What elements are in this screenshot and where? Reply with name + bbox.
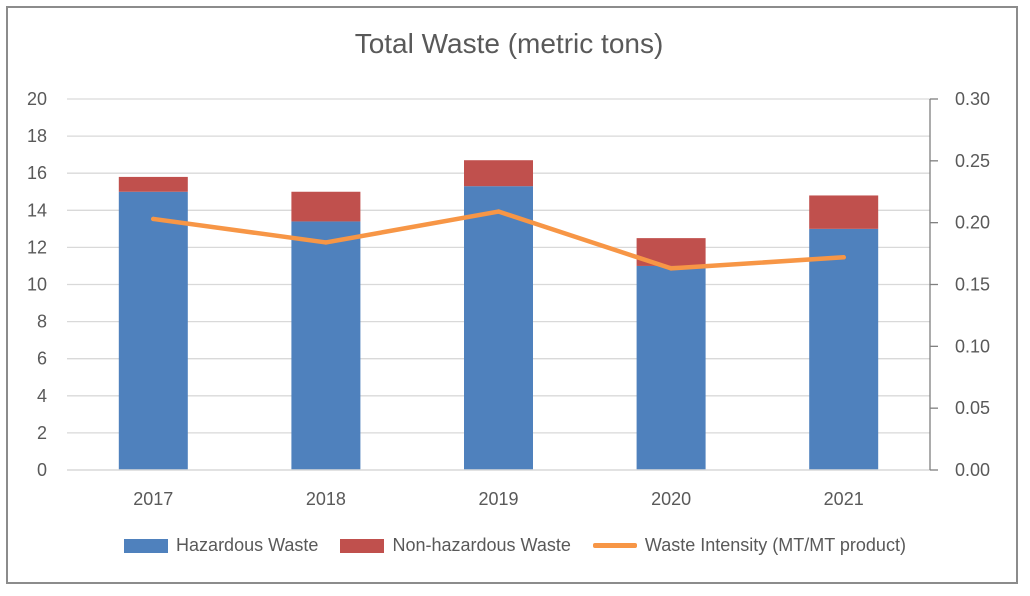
y-tick-label: 0 xyxy=(37,460,47,480)
axes xyxy=(67,98,938,471)
x-tick-label: 2021 xyxy=(824,489,864,509)
bar-non-hazardous xyxy=(464,160,533,187)
y-tick-label: 4 xyxy=(37,386,47,406)
bar-hazardous xyxy=(464,186,533,470)
bar-non-hazardous xyxy=(809,195,879,229)
bar-non-hazardous xyxy=(291,191,361,222)
legend-item-hazardous: Hazardous Waste xyxy=(124,535,318,556)
chart-title: Total Waste (metric tons) xyxy=(354,28,664,59)
y2-tick-label: 0.25 xyxy=(955,151,990,171)
y2-tick-label: 0.30 xyxy=(955,89,990,109)
bar-non-hazardous xyxy=(118,176,188,192)
tick-labels: 0 2 4 6 8 10 12 14 16 18 20 0.00 0.05 0.10 0.15 0.20 0.2… xyxy=(27,89,990,509)
y2-tick-label: 0.15 xyxy=(955,275,990,295)
legend-item-intensity: Waste Intensity (MT/MT product) xyxy=(592,535,906,556)
y2-tick-label: 0.10 xyxy=(955,336,990,356)
y-tick-label: 8 xyxy=(37,312,47,332)
intensity-point xyxy=(323,240,329,245)
y-tick-label: 16 xyxy=(27,163,47,183)
bars xyxy=(118,160,879,470)
x-tick-label: 2019 xyxy=(478,489,518,509)
y2-tick-label: 0.20 xyxy=(955,213,990,233)
legend-swatch-non-hazardous xyxy=(340,538,385,553)
legend-swatch-intensity xyxy=(592,543,637,548)
legend: Hazardous Waste Non-hazardous Waste Wast… xyxy=(0,535,1030,556)
legend-label-intensity: Waste Intensity (MT/MT product) xyxy=(644,535,906,555)
intensity-point xyxy=(151,216,156,222)
intensity-line-group xyxy=(151,209,846,271)
legend-item-non-hazardous: Non-hazardous Waste xyxy=(340,535,571,556)
intensity-point xyxy=(496,209,501,214)
bar-hazardous xyxy=(809,228,879,470)
y-tick-label: 14 xyxy=(27,200,47,220)
y2-tick-label: 0.05 xyxy=(955,398,990,418)
y-tick-label: 2 xyxy=(37,423,47,443)
y-tick-label: 6 xyxy=(37,349,47,369)
y-tick-label: 12 xyxy=(27,237,47,257)
y-tick-label: 20 xyxy=(27,89,47,109)
legend-swatch-hazardous xyxy=(124,538,169,553)
legend-label-non-hazardous: Non-hazardous Waste xyxy=(392,535,571,555)
bar-hazardous xyxy=(636,265,706,470)
x-tick-label: 2020 xyxy=(651,489,691,509)
y-tick-label: 10 xyxy=(27,275,47,295)
intensity-point xyxy=(841,255,846,260)
bar-hazardous xyxy=(291,221,361,470)
x-tick-label: 2017 xyxy=(133,489,173,509)
x-tick-label: 2018 xyxy=(306,489,346,509)
legend-label-hazardous: Hazardous Waste xyxy=(176,535,319,555)
y-tick-label: 18 xyxy=(27,126,47,146)
bar-hazardous xyxy=(118,191,188,470)
intensity-point xyxy=(668,266,674,271)
y2-tick-label: 0.00 xyxy=(955,460,990,480)
